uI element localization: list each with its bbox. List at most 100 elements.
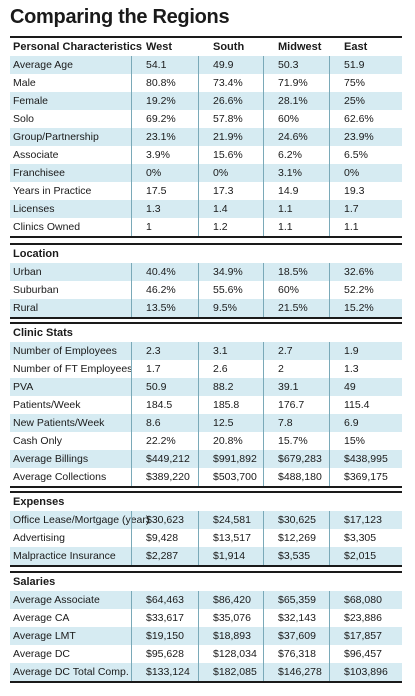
page-title: Comparing the Regions xyxy=(10,6,230,28)
cell-south: $35,076 xyxy=(213,612,251,624)
cell-west: $30,623 xyxy=(146,514,184,526)
row-label: Number of FT Employees xyxy=(13,363,133,375)
cell-east: $369,175 xyxy=(344,471,388,483)
cell-west: 1 xyxy=(146,221,152,233)
cell-east: 1.3 xyxy=(344,363,359,375)
row-label: Clinics Owned xyxy=(13,221,81,233)
cell-south: 34.9% xyxy=(213,266,243,278)
cell-east: 1.1 xyxy=(344,221,359,233)
cell-midwest: $65,359 xyxy=(278,594,316,606)
cell-midwest: 24.6% xyxy=(278,131,308,143)
table-row: PVA 50.9 88.2 39.1 49 xyxy=(10,378,402,396)
cell-west: $19,150 xyxy=(146,630,184,642)
table-row: Years in Practice 17.5 17.3 14.9 19.3 xyxy=(10,182,402,200)
column-divider xyxy=(131,511,132,565)
row-label: Male xyxy=(13,77,36,89)
table-row: Average Age 54.1 49.9 50.3 51.9 xyxy=(10,56,402,74)
table-row: Average DC $95,628 $128,034 $76,318 $96,457 xyxy=(10,645,402,663)
cell-west: 54.1 xyxy=(146,59,167,71)
section-rule xyxy=(10,317,402,319)
section-rule xyxy=(10,486,402,488)
cell-west: 50.9 xyxy=(146,381,167,393)
cell-east: 49 xyxy=(344,381,356,393)
table-row: Average Collections $389,220 $503,700 $488,… xyxy=(10,468,402,486)
table-row: Office Lease/Mortgage (year) $30,623 $24,5… xyxy=(10,511,402,529)
cell-midwest: 176.7 xyxy=(278,399,305,411)
cell-south: $24,581 xyxy=(213,514,251,526)
cell-west: 22.2% xyxy=(146,435,176,447)
row-label: Average Billings xyxy=(13,453,89,465)
table-row: Associate 3.9% 15.6% 6.2% 6.5% xyxy=(10,146,402,164)
cell-west: $95,628 xyxy=(146,648,184,660)
column-divider xyxy=(263,342,264,486)
row-label: Solo xyxy=(13,113,35,125)
row-label: Licenses xyxy=(13,203,55,215)
row-label: Years in Practice xyxy=(13,185,92,197)
column-divider xyxy=(131,56,132,236)
cell-midwest: 18.5% xyxy=(278,266,308,278)
row-label: Malpractice Insurance xyxy=(13,550,116,562)
cell-south: 3.1 xyxy=(213,345,228,357)
table-row: Group/Partnership 23.1% 21.9% 24.6% 23.9% xyxy=(10,128,402,146)
column-header-west: West xyxy=(146,41,173,53)
cell-west: $33,617 xyxy=(146,612,184,624)
cell-east: 15% xyxy=(344,435,366,447)
cell-south: $86,420 xyxy=(213,594,251,606)
cell-west: 3.9% xyxy=(146,149,170,161)
row-label: Cash Only xyxy=(13,435,63,447)
cell-west: 40.4% xyxy=(146,266,176,278)
cell-west: 19.2% xyxy=(146,95,176,107)
section-heading-label: Expenses xyxy=(13,496,65,508)
row-label: Average Collections xyxy=(13,471,107,483)
cell-south: 49.9 xyxy=(213,59,234,71)
cell-east: 52.2% xyxy=(344,284,374,296)
row-label: Average DC xyxy=(13,648,71,660)
cell-west: $64,463 xyxy=(146,594,184,606)
table-row: Advertising $9,428 $13,517 $12,269 $3,305 xyxy=(10,529,402,547)
cell-east: 115.4 xyxy=(344,399,370,411)
row-label: Number of Employees xyxy=(13,345,117,357)
cell-midwest: $32,143 xyxy=(278,612,316,624)
column-divider xyxy=(131,263,132,317)
section-heading-label: Clinic Stats xyxy=(13,327,73,339)
section-salaries-heading: Salaries xyxy=(10,571,402,591)
cell-midwest: 60% xyxy=(278,113,300,125)
cell-east: 6.9 xyxy=(344,417,359,429)
table-row: Franchisee 0% 0% 3.1% 0% xyxy=(10,164,402,182)
cell-midwest: 1.1 xyxy=(278,203,293,215)
table-row: Average Associate $64,463 $86,420 $65,359 $6… xyxy=(10,591,402,609)
cell-east: 75% xyxy=(344,77,366,89)
row-label: Average Associate xyxy=(13,594,100,606)
row-label: Advertising xyxy=(13,532,65,544)
cell-midwest: 50.3 xyxy=(278,59,299,71)
cell-midwest: $37,609 xyxy=(278,630,316,642)
column-divider xyxy=(198,56,199,236)
cell-east: $3,305 xyxy=(344,532,377,544)
column-divider xyxy=(198,591,199,681)
cell-midwest: 7.8 xyxy=(278,417,293,429)
cell-midwest: 6.2% xyxy=(278,149,302,161)
cell-east: 25% xyxy=(344,95,366,107)
cell-south: 15.6% xyxy=(213,149,243,161)
row-label: Average Age xyxy=(13,59,73,71)
cell-west: 23.1% xyxy=(146,131,176,143)
cell-east: $2,015 xyxy=(344,550,377,562)
section-rule xyxy=(10,236,402,238)
table-row: Malpractice Insurance $2,287 $1,914 $3,535 $… xyxy=(10,547,402,565)
section-expenses-heading: Expenses xyxy=(10,491,402,511)
cell-south: 17.3 xyxy=(213,185,234,197)
cell-south: 57.8% xyxy=(213,113,243,125)
cell-south: 21.9% xyxy=(213,131,243,143)
cell-west: $9,428 xyxy=(146,532,179,544)
cell-midwest: 2.7 xyxy=(278,345,293,357)
row-label: Average CA xyxy=(13,612,70,624)
cell-east: $68,080 xyxy=(344,594,382,606)
column-header-midwest: Midwest xyxy=(278,41,322,53)
column-divider xyxy=(329,263,330,317)
row-label: Suburban xyxy=(13,284,59,296)
row-label: New Patients/Week xyxy=(13,417,105,429)
cell-west: 184.5 xyxy=(146,399,173,411)
row-label: Patients/Week xyxy=(13,399,81,411)
column-divider xyxy=(198,511,199,565)
table-row: Average LMT $19,150 $18,893 $37,609 $17,857 xyxy=(10,627,402,645)
